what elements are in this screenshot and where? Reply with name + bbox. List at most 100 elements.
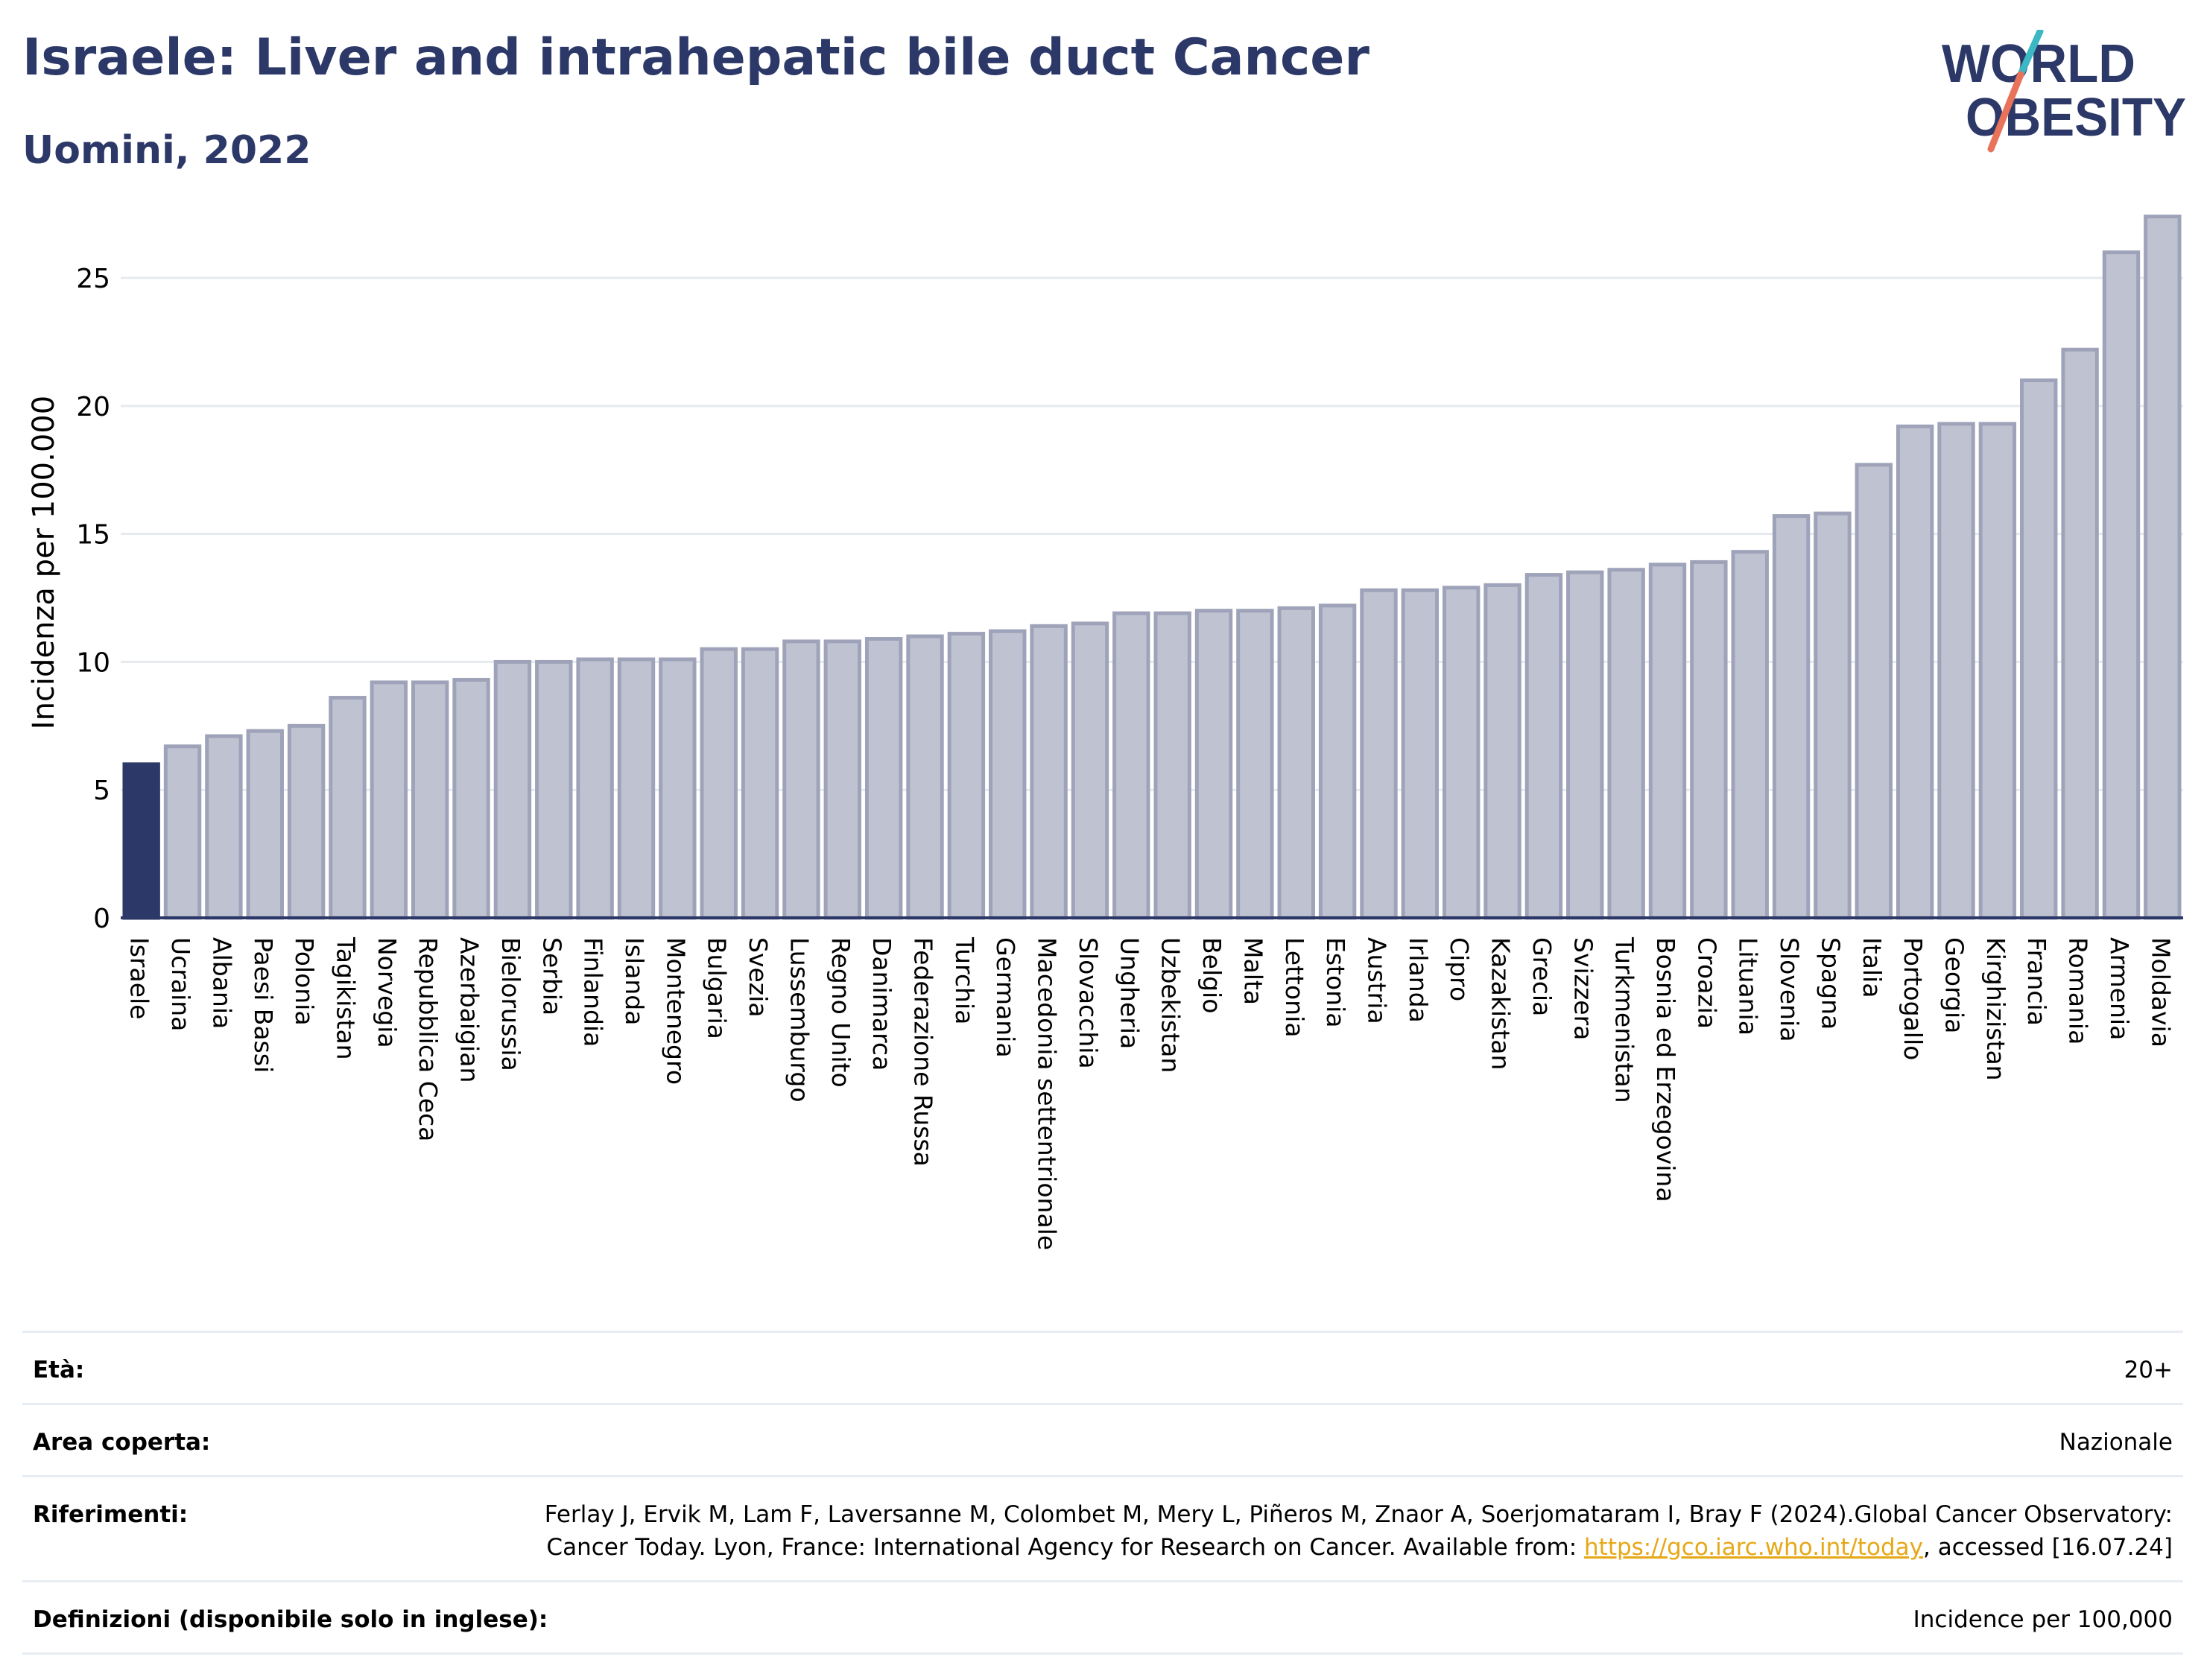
- info-row-age: Età: 20+: [22, 1331, 2183, 1403]
- bar-federazione-russa[interactable]: [906, 634, 944, 920]
- bar-lettonia[interactable]: [1277, 606, 1315, 920]
- logo-slash-top: [2017, 30, 2044, 78]
- bar-bielorussia[interactable]: [493, 659, 532, 920]
- bar-bulgaria[interactable]: [700, 647, 738, 920]
- x-tick-label: Lussemburgo: [785, 937, 814, 1103]
- bar-slovenia[interactable]: [1772, 514, 1811, 920]
- bar-turchia[interactable]: [947, 632, 986, 920]
- x-tick-label: Kazakistan: [1486, 937, 1516, 1070]
- bar-bosnia-ed-erzegovina[interactable]: [1648, 562, 1687, 920]
- bar-germania[interactable]: [989, 629, 1027, 920]
- bar-kazakistan[interactable]: [1483, 583, 1521, 920]
- info-row-definitions: Definizioni (disponibile solo in inglese…: [22, 1580, 2183, 1655]
- bar-georgia[interactable]: [1937, 422, 1975, 920]
- bar-montenegro[interactable]: [659, 657, 697, 920]
- bar-islanda[interactable]: [617, 657, 656, 920]
- info-row-area: Area coperta: Nazionale: [22, 1403, 2183, 1475]
- x-tick-label: Albania: [207, 937, 236, 1029]
- bar-grecia[interactable]: [1524, 573, 1563, 920]
- bar-austria[interactable]: [1360, 588, 1398, 920]
- bar-ungheria[interactable]: [1112, 611, 1150, 920]
- x-tick-label: Serbia: [537, 937, 566, 1015]
- x-tick-label: Romania: [2064, 937, 2093, 1045]
- world-obesity-logo: WORLD OBESITY: [1942, 30, 2186, 153]
- x-tick-label: Paesi Bassi: [249, 937, 278, 1073]
- references-text-2: , accessed [16.07.24]: [1922, 1534, 2173, 1561]
- x-tick-label: Austria: [1362, 937, 1391, 1024]
- bar-repubblica-ceca[interactable]: [411, 680, 449, 920]
- bar-israele[interactable]: [122, 762, 160, 920]
- x-tick-label: Regno Unito: [826, 937, 855, 1088]
- bar-svezia[interactable]: [741, 647, 779, 920]
- bar-francia[interactable]: [2020, 378, 2058, 920]
- logo-slash-bottom: [1987, 71, 2024, 153]
- x-tick-label: Malta: [1238, 937, 1267, 1005]
- bar-polonia[interactable]: [287, 723, 326, 920]
- info-row-references: Riferimenti: Ferlay J, Ervik M, Lam F, L…: [22, 1475, 2183, 1580]
- x-tick-label: Repubblica Ceca: [414, 937, 443, 1141]
- x-tick-label: Estonia: [1321, 937, 1350, 1027]
- area-label: Area coperta:: [33, 1429, 211, 1456]
- x-tick-label: Israele: [125, 937, 154, 1020]
- bar-armenia[interactable]: [2102, 250, 2141, 920]
- bar-chart: 0 5 10 15 20 25 Israele Ucraina Albania Paesi Ba…: [27, 215, 2183, 1250]
- bar-belgio[interactable]: [1194, 609, 1233, 920]
- bar-ucraina[interactable]: [163, 744, 202, 920]
- bar-estonia[interactable]: [1318, 603, 1357, 920]
- bar-moldavia[interactable]: [2144, 215, 2182, 920]
- bar-turkmenistan[interactable]: [1607, 568, 1645, 920]
- bar-kirghizistan[interactable]: [1978, 422, 2017, 920]
- x-tick-label: Azerbaigian: [455, 937, 484, 1083]
- x-tick-label: Montenegro: [661, 937, 690, 1085]
- y-tick-labels: 0 5 10 15 20 25: [76, 264, 110, 934]
- bar-paesi-bassi[interactable]: [246, 729, 284, 920]
- age-label: Età:: [33, 1357, 85, 1383]
- references-label: Riferimenti:: [33, 1501, 189, 1528]
- x-tick-label: Lituania: [1734, 937, 1763, 1036]
- x-tick-label: Finlandia: [579, 937, 608, 1047]
- references-link[interactable]: https://gco.iarc.who.int/today: [1584, 1534, 1923, 1561]
- bar-regno-unito[interactable]: [823, 639, 861, 920]
- x-tick-label: Moldavia: [2146, 937, 2175, 1047]
- bar-cipro[interactable]: [1443, 586, 1481, 920]
- bar-tagikistan[interactable]: [329, 696, 367, 920]
- x-tick-label: Armenia: [2105, 937, 2134, 1040]
- bar-portogallo[interactable]: [1896, 424, 1934, 920]
- x-tick-labels: Israele Ucraina Albania Paesi Bassi Polonia T…: [125, 936, 2176, 1250]
- x-tick-label: Ungheria: [1115, 937, 1144, 1049]
- y-tick-label: 10: [76, 647, 110, 678]
- bar-finlandia[interactable]: [576, 657, 614, 920]
- x-tick-label: Islanda: [620, 937, 649, 1025]
- x-tick-label: Kirghizistan: [1981, 937, 2010, 1081]
- bar-malta[interactable]: [1236, 609, 1274, 920]
- bar-svizzera[interactable]: [1566, 570, 1604, 920]
- x-tick-label: Spagna: [1816, 937, 1845, 1030]
- x-tick-label: Macedonia settentrionale: [1033, 937, 1062, 1250]
- x-tick-label: Irlanda: [1404, 937, 1433, 1023]
- bar-lussemburgo[interactable]: [782, 639, 820, 920]
- info-table: Età: 20+ Area coperta: Nazionale Riferim…: [22, 1331, 2183, 1655]
- x-tick-label: Georgia: [1940, 937, 1969, 1033]
- y-tick-label: 20: [76, 392, 110, 422]
- y-tick-label: 0: [93, 904, 110, 934]
- bar-romania[interactable]: [2061, 347, 2099, 920]
- bar-lituania[interactable]: [1731, 550, 1769, 920]
- bar-macedonia-settentrionale[interactable]: [1030, 624, 1068, 920]
- bar-irlanda[interactable]: [1401, 588, 1440, 920]
- y-axis-label: Incidenza per 100.000: [27, 396, 61, 729]
- bar-croazia[interactable]: [1690, 560, 1728, 920]
- x-tick-label: Slovenia: [1775, 937, 1804, 1042]
- bar-italia[interactable]: [1855, 463, 1893, 920]
- bar-azerbaigian[interactable]: [452, 677, 490, 920]
- bar-norvegia[interactable]: [370, 680, 408, 920]
- x-tick-label: Belgio: [1197, 937, 1226, 1013]
- bar-spagna[interactable]: [1814, 511, 1852, 920]
- bar-slovacchia[interactable]: [1071, 621, 1109, 920]
- bar-albania[interactable]: [205, 734, 243, 920]
- bar-uzbekistan[interactable]: [1153, 611, 1191, 920]
- area-value: Nazionale: [2059, 1429, 2173, 1456]
- x-tick-label: Bielorussia: [496, 937, 525, 1071]
- bar-danimarca[interactable]: [864, 637, 903, 920]
- age-value: 20+: [2124, 1357, 2173, 1383]
- bar-serbia[interactable]: [535, 659, 573, 920]
